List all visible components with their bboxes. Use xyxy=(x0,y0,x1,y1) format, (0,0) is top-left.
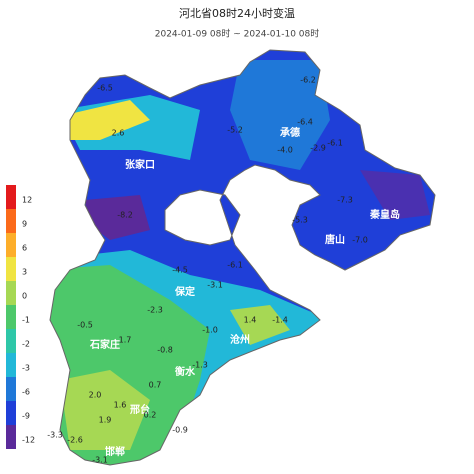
temperature-field xyxy=(50,50,435,465)
city-label: 沧州 xyxy=(230,333,250,346)
station-value: -6.5 xyxy=(97,84,113,93)
field-lightgreen xyxy=(60,370,150,450)
station-value: -2.9 xyxy=(310,144,326,153)
station-value: 2.6 xyxy=(112,129,125,138)
city-label: 邯郸 xyxy=(105,445,125,458)
legend-label: 6 xyxy=(22,244,27,253)
station-value: -4.5 xyxy=(172,266,188,275)
station-value: -3.1 xyxy=(207,281,223,290)
station-value: -6.1 xyxy=(327,139,343,148)
subtitle: 2024-01-09 08时 ~ 2024-01-10 08时 xyxy=(155,28,320,40)
legend-label: -2 xyxy=(22,340,30,349)
station-value: 1.7 xyxy=(119,336,132,345)
legend-label: 0 xyxy=(22,292,27,301)
legend-swatch xyxy=(6,305,16,329)
station-value: 1.6 xyxy=(114,401,127,410)
city-label: 石家庄 xyxy=(89,338,120,351)
legend-swatch xyxy=(6,425,16,449)
legend-label: -6 xyxy=(22,388,30,397)
legend-label: 3 xyxy=(22,268,27,277)
station-value: -1.0 xyxy=(202,326,218,335)
legend-swatch xyxy=(6,281,16,305)
legend-label: -3 xyxy=(22,364,30,373)
station-value: 1.9 xyxy=(99,416,112,425)
field-lightgreen2 xyxy=(230,305,290,345)
station-value: -6.4 xyxy=(297,118,313,127)
field-blue xyxy=(230,60,330,170)
legend-swatch xyxy=(6,257,16,281)
field-yellow xyxy=(65,100,150,140)
station-value: -3.3 xyxy=(47,431,63,440)
station-value: -7.3 xyxy=(337,196,353,205)
station-value: -0.5 xyxy=(77,321,93,330)
station-value: -7.0 xyxy=(352,236,368,245)
legend-swatch xyxy=(6,353,16,377)
station-value: -6.2 xyxy=(300,76,316,85)
station-value: -0.8 xyxy=(157,346,173,355)
station-value: -4.0 xyxy=(277,146,293,155)
station-value: 0.2 xyxy=(144,411,157,420)
station-value: -1.4 xyxy=(272,316,288,325)
legend-swatch xyxy=(6,329,16,353)
city-label: 秦皇岛 xyxy=(369,208,400,221)
station-value: -6.1 xyxy=(227,261,243,270)
legend-swatch xyxy=(6,233,16,257)
city-label: 唐山 xyxy=(325,233,345,246)
legend-label: 12 xyxy=(22,196,32,205)
station-value: -2.3 xyxy=(147,306,163,315)
station-value: 1.4 xyxy=(244,316,257,325)
station-value: -5.2 xyxy=(227,126,243,135)
legend: 12 9 6 3 0 -1 -2 -3 -6 -9 -12 xyxy=(6,185,35,449)
city-label: 邢台 xyxy=(129,403,150,416)
station-value: -5.3 xyxy=(292,216,308,225)
station-value: -2.6 xyxy=(67,436,83,445)
legend-label: -12 xyxy=(22,436,35,445)
legend-label: 9 xyxy=(22,220,27,229)
field-purple xyxy=(85,195,150,240)
station-value: 0.7 xyxy=(149,381,162,390)
legend-swatch xyxy=(6,377,16,401)
city-label: 张家口 xyxy=(125,158,155,171)
legend-label: -1 xyxy=(22,316,30,325)
legend-swatch xyxy=(6,401,16,425)
legend-swatch xyxy=(6,209,16,233)
legend-label: -9 xyxy=(22,412,30,421)
station-value: -0.9 xyxy=(172,426,188,435)
title: 河北省08时24小时变温 xyxy=(179,6,295,20)
city-label: 保定 xyxy=(174,285,195,298)
station-value: -1.3 xyxy=(192,361,208,370)
city-label: 承德 xyxy=(280,126,300,139)
station-value: 2.0 xyxy=(89,391,102,400)
station-value: -3.1 xyxy=(92,456,108,465)
field-purple2 xyxy=(360,170,430,220)
city-label: 衡水 xyxy=(175,365,196,378)
station-value: -8.2 xyxy=(117,211,133,220)
legend-swatch xyxy=(6,185,16,209)
